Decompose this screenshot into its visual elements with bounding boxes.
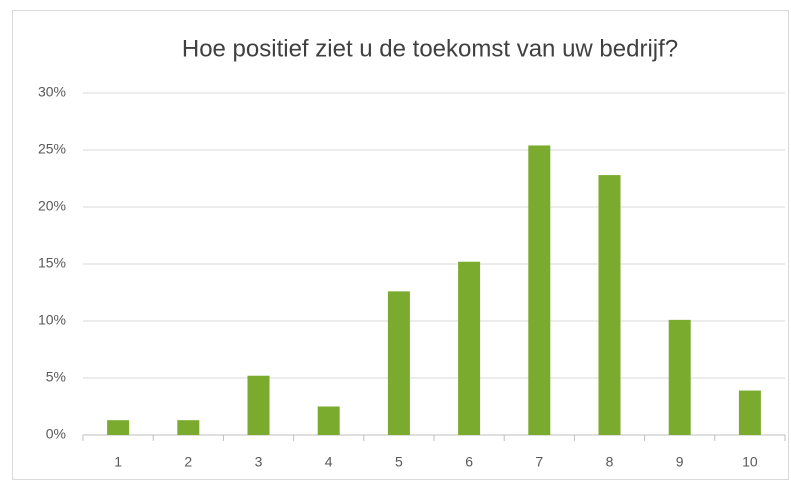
x-tick-label: 8 bbox=[606, 454, 614, 470]
x-tick-label: 7 bbox=[535, 454, 543, 470]
bar bbox=[387, 291, 410, 435]
x-tick-label: 2 bbox=[184, 454, 192, 470]
bar bbox=[177, 420, 200, 435]
bar bbox=[458, 261, 481, 435]
bar bbox=[247, 375, 270, 435]
bar bbox=[598, 175, 621, 435]
x-tick-label: 5 bbox=[395, 454, 403, 470]
y-tick-label: 5% bbox=[46, 369, 66, 385]
bar bbox=[528, 145, 551, 435]
y-tick-label: 0% bbox=[46, 426, 66, 442]
y-tick-label: 10% bbox=[38, 312, 66, 328]
x-tick-label: 3 bbox=[255, 454, 263, 470]
x-tick-label: 10 bbox=[742, 454, 758, 470]
bar bbox=[107, 420, 130, 435]
bar bbox=[668, 319, 691, 435]
y-tick-label: 15% bbox=[38, 255, 66, 271]
x-tick-label: 4 bbox=[325, 454, 333, 470]
x-tick-label: 6 bbox=[465, 454, 473, 470]
x-tick-label: 1 bbox=[114, 454, 122, 470]
chart-title: Hoe positief ziet u de toekomst van uw b… bbox=[182, 35, 678, 62]
bar bbox=[738, 390, 761, 435]
y-tick-label: 20% bbox=[38, 198, 66, 214]
y-tick-label: 30% bbox=[38, 84, 66, 100]
bar bbox=[317, 406, 340, 435]
y-tick-label: 25% bbox=[38, 141, 66, 157]
x-tick-label: 9 bbox=[676, 454, 684, 470]
